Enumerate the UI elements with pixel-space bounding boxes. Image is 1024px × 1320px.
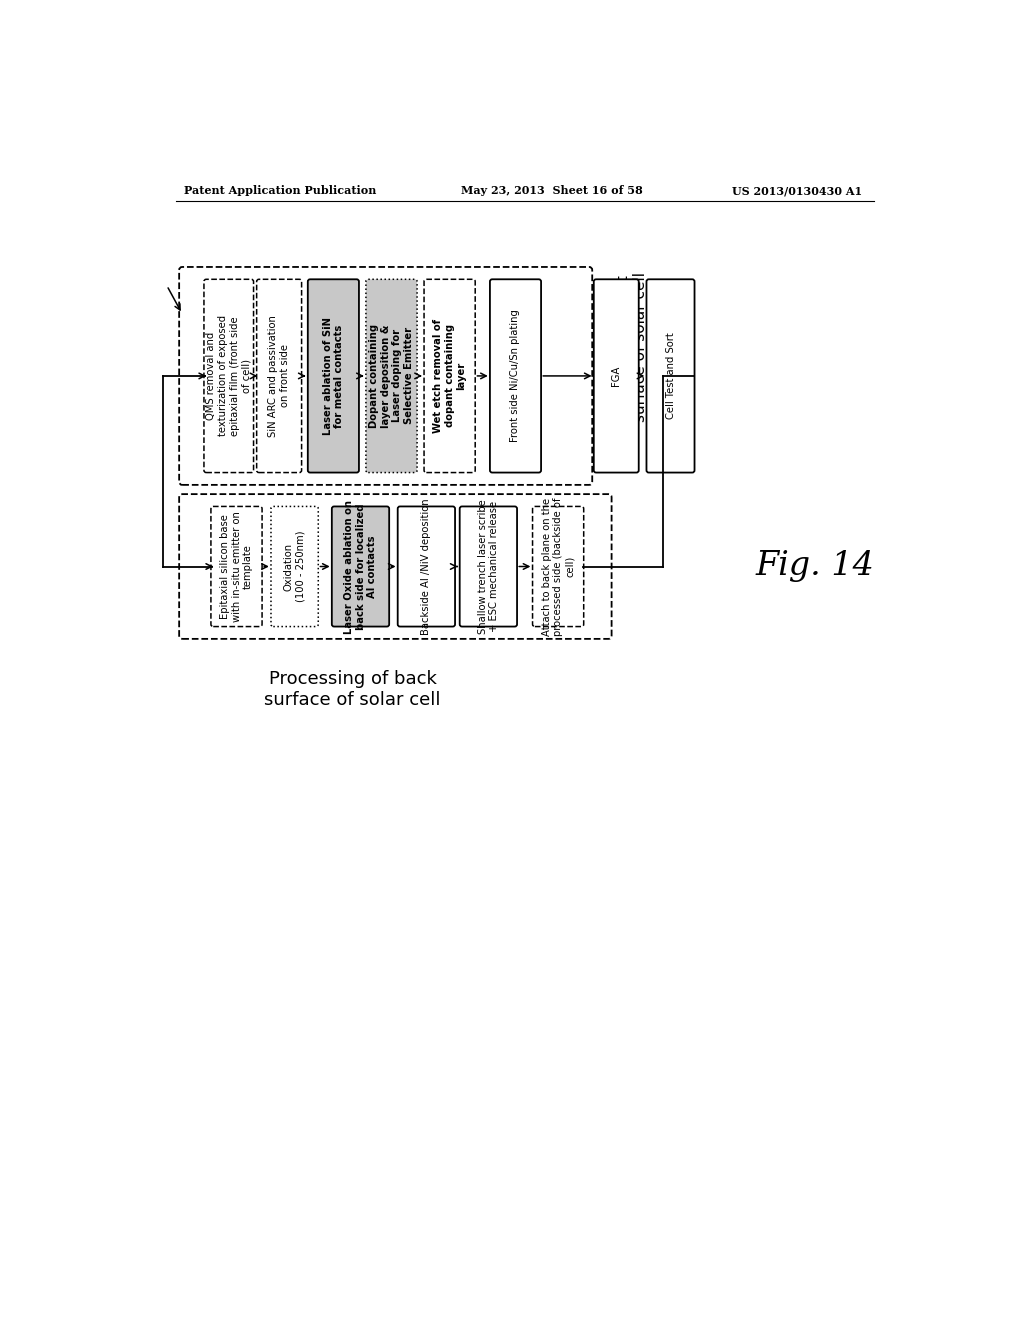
Text: SiN ARC and passivation
on front side: SiN ARC and passivation on front side [268,315,290,437]
FancyBboxPatch shape [366,280,417,473]
FancyBboxPatch shape [460,507,517,627]
Text: Patent Application Publication: Patent Application Publication [183,185,376,197]
FancyBboxPatch shape [257,280,302,473]
FancyBboxPatch shape [532,507,584,627]
Text: Epitaxial silicon base
with in-situ emitter on
template: Epitaxial silicon base with in-situ emit… [220,511,253,622]
Text: Wet etch removal of
dopant containing
layer: Wet etch removal of dopant containing la… [433,319,466,433]
FancyBboxPatch shape [211,507,262,627]
FancyBboxPatch shape [646,280,694,473]
Text: Shallow trench laser scribe
+ ESC mechanical release: Shallow trench laser scribe + ESC mechan… [477,499,499,634]
Text: Cell Test and Sort: Cell Test and Sort [666,333,676,420]
Text: US 2013/0130430 A1: US 2013/0130430 A1 [732,185,862,197]
Text: May 23, 2013  Sheet 16 of 58: May 23, 2013 Sheet 16 of 58 [461,185,643,197]
FancyBboxPatch shape [332,507,389,627]
Text: Laser ablation of SiN
for metal contacts: Laser ablation of SiN for metal contacts [323,317,344,434]
Text: Oxidation
(100 - 250nm): Oxidation (100 - 250nm) [284,531,305,602]
Text: Laser Oxide ablation on
back side for localized
Al contacts: Laser Oxide ablation on back side for lo… [344,499,377,634]
Text: Processing of back
surface of solar cell: Processing of back surface of solar cell [264,671,441,709]
FancyBboxPatch shape [489,280,541,473]
FancyBboxPatch shape [271,507,318,627]
FancyBboxPatch shape [179,267,592,484]
FancyBboxPatch shape [308,280,359,473]
FancyBboxPatch shape [424,280,475,473]
FancyBboxPatch shape [179,494,611,639]
Text: Backside Al /NiV deposition: Backside Al /NiV deposition [421,498,431,635]
Text: Attach to back plane on the
processed side (backside of
cell): Attach to back plane on the processed si… [542,498,574,636]
Text: FGA: FGA [611,366,622,387]
Text: Fig. 14: Fig. 14 [756,550,874,582]
FancyBboxPatch shape [204,280,254,473]
FancyBboxPatch shape [397,507,455,627]
Text: QMS removal and
texturization of exposed
epitaxial film (front side
of cell): QMS removal and texturization of exposed… [207,315,251,437]
Text: Front side Ni/Cu/Sn plating: Front side Ni/Cu/Sn plating [511,309,520,442]
Text: Processing of front
surface of solar cell: Processing of front surface of solar cel… [615,272,648,422]
FancyBboxPatch shape [594,280,639,473]
Text: Dopant containing
layer deposition &
Laser doping for
Selective Emitter: Dopant containing layer deposition & Las… [369,323,414,428]
